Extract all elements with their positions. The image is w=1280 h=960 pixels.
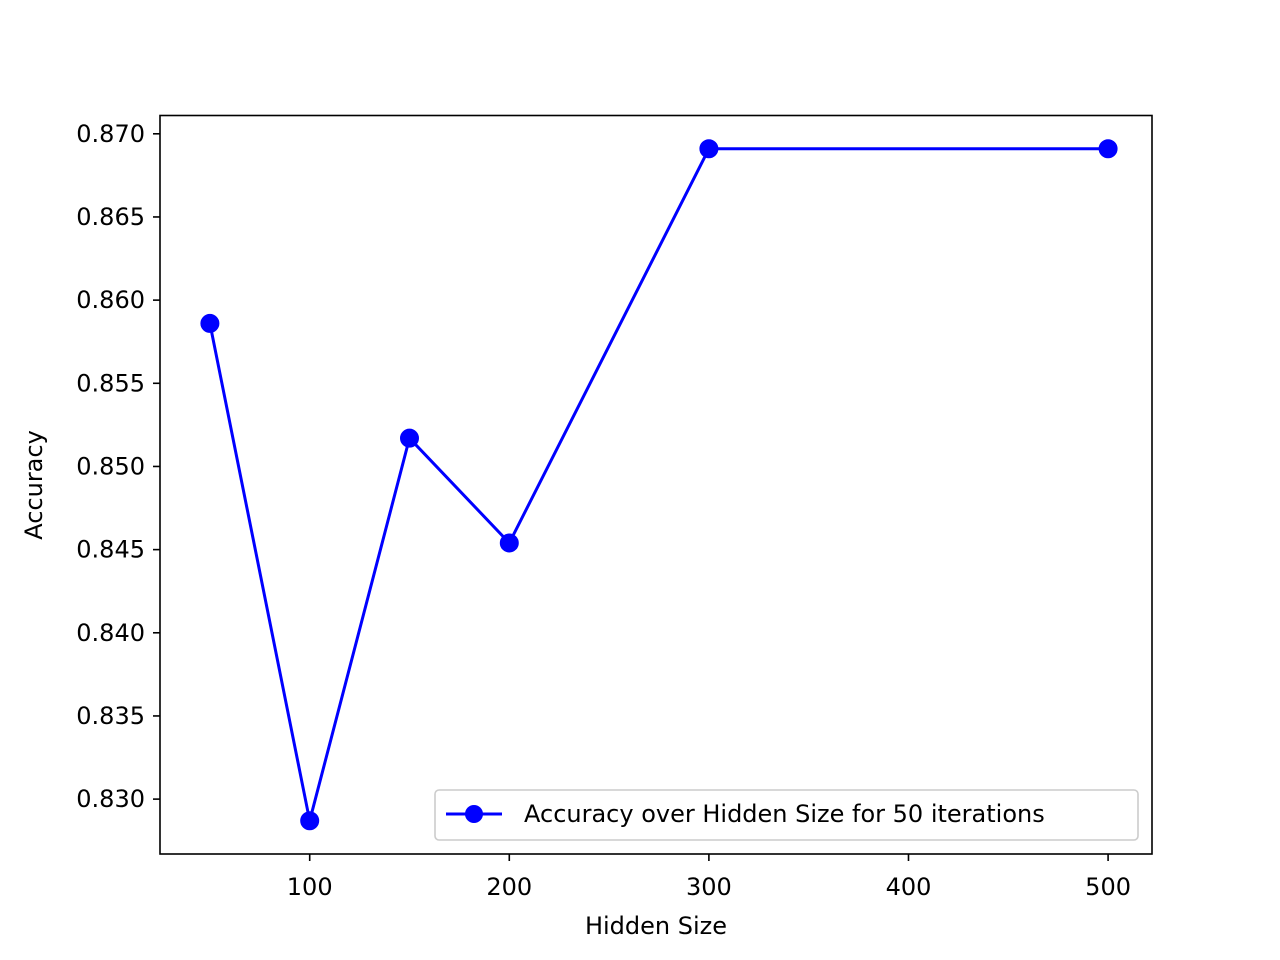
data-point <box>200 313 220 333</box>
y-tick-label: 0.830 <box>76 785 145 813</box>
y-tick-label: 0.870 <box>76 120 145 148</box>
x-tick-label: 200 <box>486 873 532 901</box>
plot-frame <box>159 114 1153 855</box>
data-point <box>399 428 419 448</box>
legend-marker-swatch <box>465 805 483 823</box>
y-tick-label: 0.865 <box>76 203 145 231</box>
data-point <box>699 139 719 159</box>
x-tick-label: 500 <box>1085 873 1131 901</box>
x-tick-label: 300 <box>686 873 732 901</box>
data-point <box>499 533 519 553</box>
y-tick-label: 0.840 <box>76 619 145 647</box>
plot-layer <box>200 139 1118 831</box>
y-tick-label: 0.835 <box>76 702 145 730</box>
y-tick-label: 0.845 <box>76 536 145 564</box>
data-point <box>1098 139 1118 159</box>
x-axis: 100 200 300 400 500 <box>287 854 1131 901</box>
y-axis-label: Accuracy <box>20 430 48 540</box>
y-tick-label: 0.860 <box>76 286 145 314</box>
series-line <box>208 147 1110 823</box>
x-tick-label: 100 <box>287 873 333 901</box>
x-axis-label: Hidden Size <box>585 912 727 940</box>
legend-label: Accuracy over Hidden Size for 50 iterati… <box>524 800 1045 828</box>
y-axis: 0.830 0.835 0.840 0.845 0.850 0.855 0.860 0.865… <box>76 120 160 813</box>
legend-box <box>434 789 1139 841</box>
y-tick-label: 0.855 <box>76 369 145 397</box>
data-point <box>300 811 320 831</box>
legend: Accuracy over Hidden Size for 50 iterati… <box>434 789 1139 841</box>
x-tick-label: 400 <box>886 873 932 901</box>
y-tick-label: 0.850 <box>76 452 145 480</box>
